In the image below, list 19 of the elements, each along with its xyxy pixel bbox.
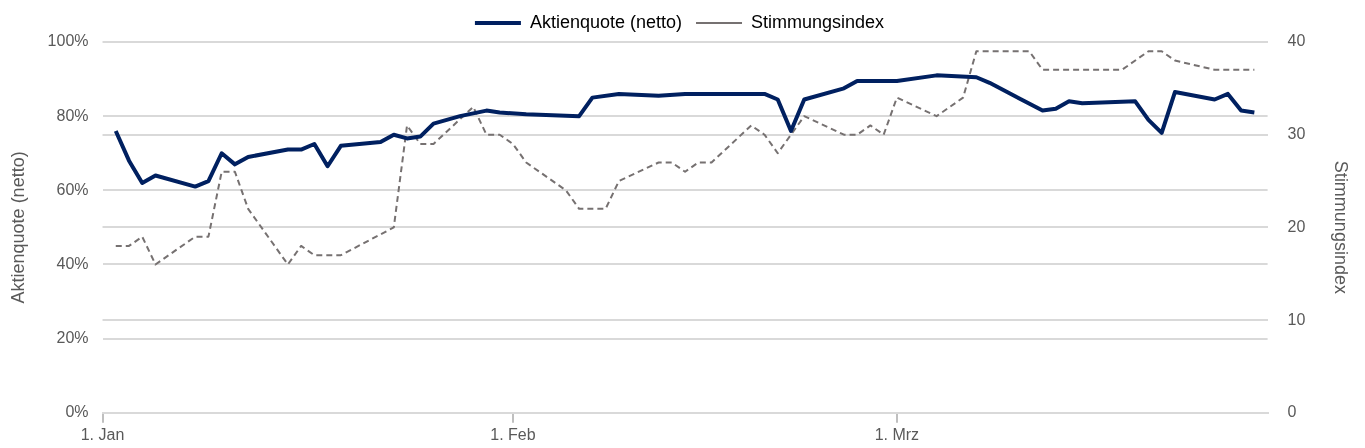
y2-tick-label: 20 — [1287, 217, 1306, 235]
y-tick-label: 40% — [56, 254, 89, 272]
y-tick-label: 100% — [47, 32, 89, 50]
x-tick-label: 1. Mrz — [874, 425, 920, 443]
y2-tick-label: 0 — [1287, 403, 1297, 421]
y2-tick-label: 40 — [1287, 32, 1306, 50]
line-series — [114, 50, 1256, 266]
y-tick-label: 0% — [65, 403, 89, 421]
x-tick-label: 1. Feb — [490, 425, 536, 443]
legend-label: Aktienquote (netto) — [529, 11, 683, 32]
legend-label: Stimmungsindex — [751, 11, 885, 32]
y-tick-label: 20% — [56, 329, 89, 347]
y-axis-title: Aktienquote (netto) — [7, 151, 28, 304]
y-tick-label: 60% — [56, 180, 89, 198]
y2-tick-label: 30 — [1287, 125, 1306, 143]
x-tick-label: 1. Jan — [80, 425, 125, 443]
y2-tick-label: 10 — [1287, 310, 1306, 328]
y-tick-label: 80% — [56, 106, 89, 124]
y2-axis-title: Stimmungsindex — [1331, 160, 1352, 294]
